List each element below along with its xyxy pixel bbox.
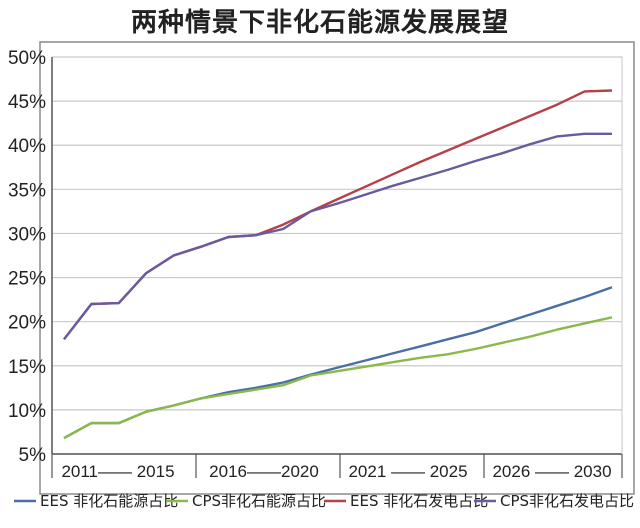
series-lines	[63, 89, 613, 440]
axes	[39, 41, 635, 495]
legend-label: CPS非化石能源占比	[192, 492, 326, 510]
series-line	[63, 132, 612, 341]
axis-labels: 5% 10% 15% 20% 25% 30% 35% 40% 45% 50% 2011—— 2015…	[8, 48, 612, 481]
y-tick-label: 50%	[8, 48, 46, 69]
series-line	[63, 89, 613, 341]
y-tick-label: 20%	[8, 313, 46, 334]
plot-frame	[39, 41, 635, 495]
x-group-label: 2011—— 2015	[61, 462, 174, 481]
series-line	[63, 286, 613, 440]
legend-label: EES 非化石能源占比	[40, 492, 178, 510]
chart-title: 两种情景下非化石能源发展展望	[130, 8, 509, 38]
x-group-label: 2016——2020	[209, 462, 319, 481]
y-tick-label: 40%	[8, 136, 46, 157]
y-tick-label: 5%	[19, 445, 47, 466]
y-tick-label: 30%	[8, 224, 46, 245]
grid-lines	[52, 56, 622, 455]
x-group-label: 2026 —— 2030	[492, 462, 611, 481]
series-line	[63, 316, 613, 440]
legend-label: CPS非化石发电占比	[500, 492, 634, 510]
legend: EES 非化石能源占比 CPS非化石能源占比 EES 非化石发电占比 CPS非化石发电…	[14, 492, 634, 510]
y-tick-label: 35%	[8, 180, 46, 201]
x-group-label: 2021 —— 2025	[348, 462, 467, 481]
y-tick-label: 15%	[8, 357, 46, 378]
y-tick-label: 25%	[8, 269, 46, 290]
legend-label: EES 非化石发电占比	[350, 492, 488, 510]
y-tick-label: 45%	[8, 92, 46, 113]
y-tick-label: 10%	[8, 401, 46, 422]
